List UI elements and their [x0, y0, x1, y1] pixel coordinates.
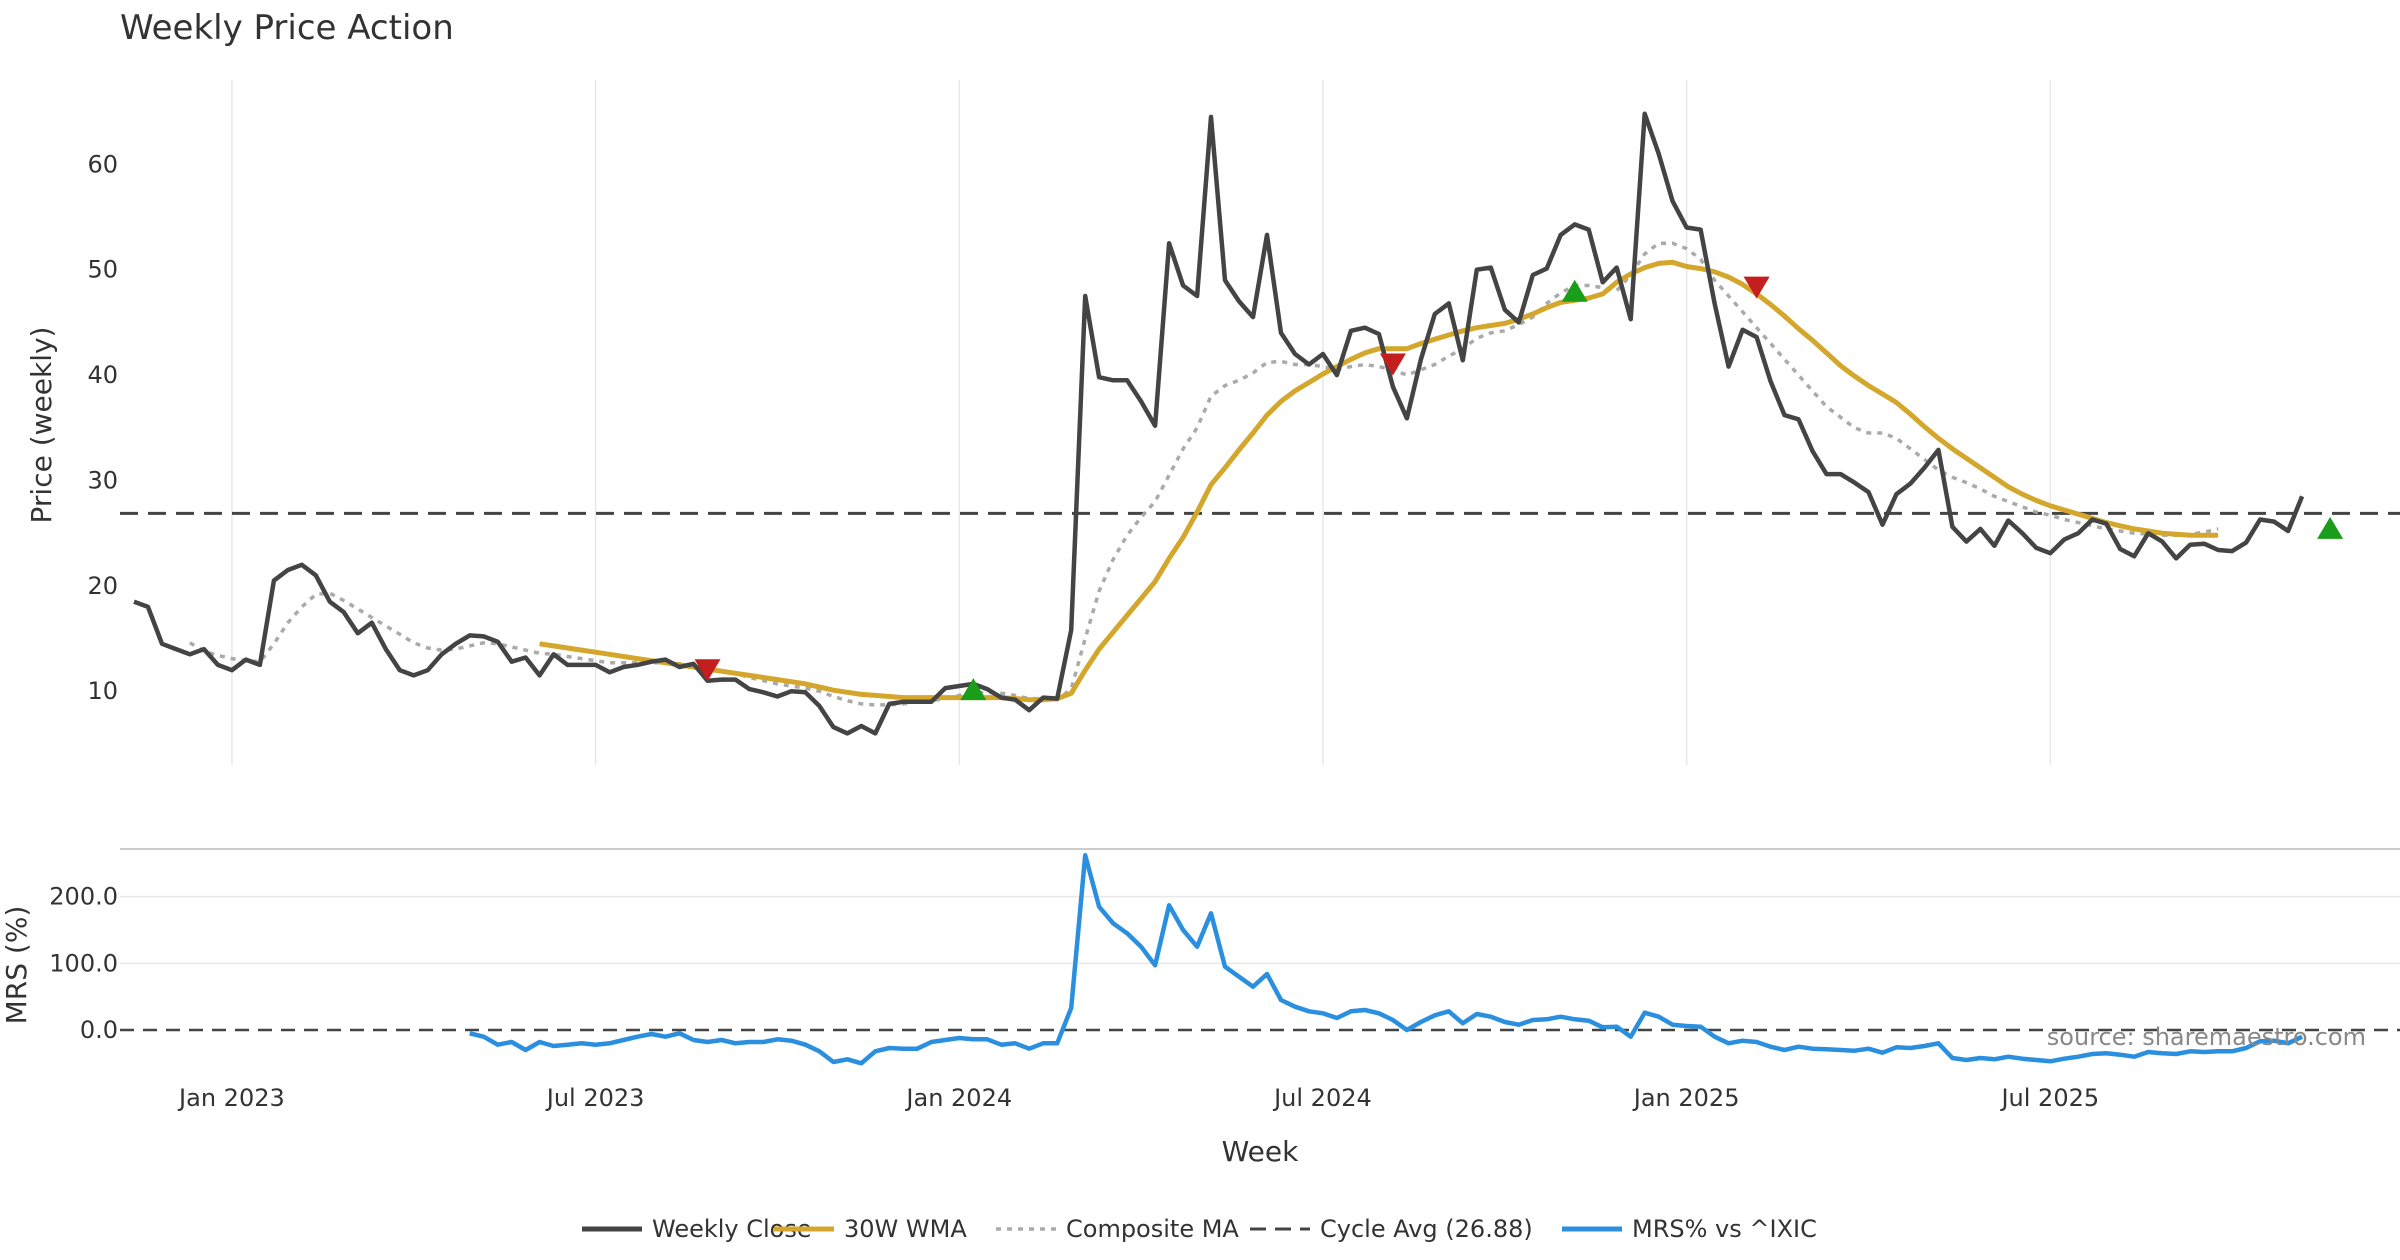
- weekly-close-line: [133, 111, 2305, 736]
- price-ytick-20: 20: [87, 572, 118, 600]
- sell-signal-2: [1379, 353, 1406, 376]
- source-label: source: sharemaestro.com: [2047, 1023, 2366, 1051]
- x-tick-label-4: Jan 2025: [1632, 1084, 1740, 1112]
- mrs-axis-label: MRS (%): [0, 906, 33, 1025]
- buy-signal-1: [960, 678, 987, 701]
- legend: Weekly Close 30W WMA Composite MA Cycle Avg…: [582, 1215, 1817, 1243]
- price-ytick-50: 50: [87, 256, 118, 284]
- price-ytick-40: 40: [87, 361, 118, 389]
- legend-label-3: Cycle Avg (26.88): [1320, 1215, 1533, 1243]
- legend-label-1: 30W WMA: [844, 1215, 967, 1243]
- mrs-ytick-200: 200.0: [49, 883, 118, 911]
- mrs-line: [469, 853, 2304, 1066]
- price-panel: 10 20 30 40 50 60: [87, 80, 2400, 765]
- x-tick-label-5: Jul 2025: [1999, 1084, 2099, 1112]
- legend-label-2: Composite MA: [1066, 1215, 1239, 1243]
- buy-signal-5: [2317, 516, 2344, 539]
- x-tick-label-2: Jan 2024: [904, 1084, 1012, 1112]
- price-ytick-60: 60: [87, 150, 118, 178]
- mrs-panel: 0.0 100.0 200.0: [49, 848, 2400, 1066]
- composite-ma-line: [188, 241, 2219, 707]
- x-axis-label: Week: [1222, 1135, 1299, 1168]
- x-tick-label-1: Jul 2023: [545, 1084, 645, 1112]
- price-ytick-10: 10: [87, 677, 118, 705]
- sell-signal-4: [1743, 276, 1770, 299]
- price-ytick-30: 30: [87, 466, 118, 494]
- chart-title: Weekly Price Action: [120, 8, 454, 48]
- mrs-ytick-0: 0.0: [80, 1016, 118, 1044]
- mrs-ytick-100: 100.0: [49, 949, 118, 977]
- legend-label-4: MRS% vs ^IXIC: [1632, 1215, 1817, 1243]
- x-tick-label-0: Jan 2023: [177, 1084, 285, 1112]
- x-tick-label-3: Jul 2024: [1272, 1084, 1372, 1112]
- wma-30w-line: [539, 259, 2219, 703]
- price-axis-label: Price (weekly): [25, 327, 58, 524]
- sell-signal-0: [694, 659, 721, 682]
- buy-signal-3: [1561, 279, 1588, 302]
